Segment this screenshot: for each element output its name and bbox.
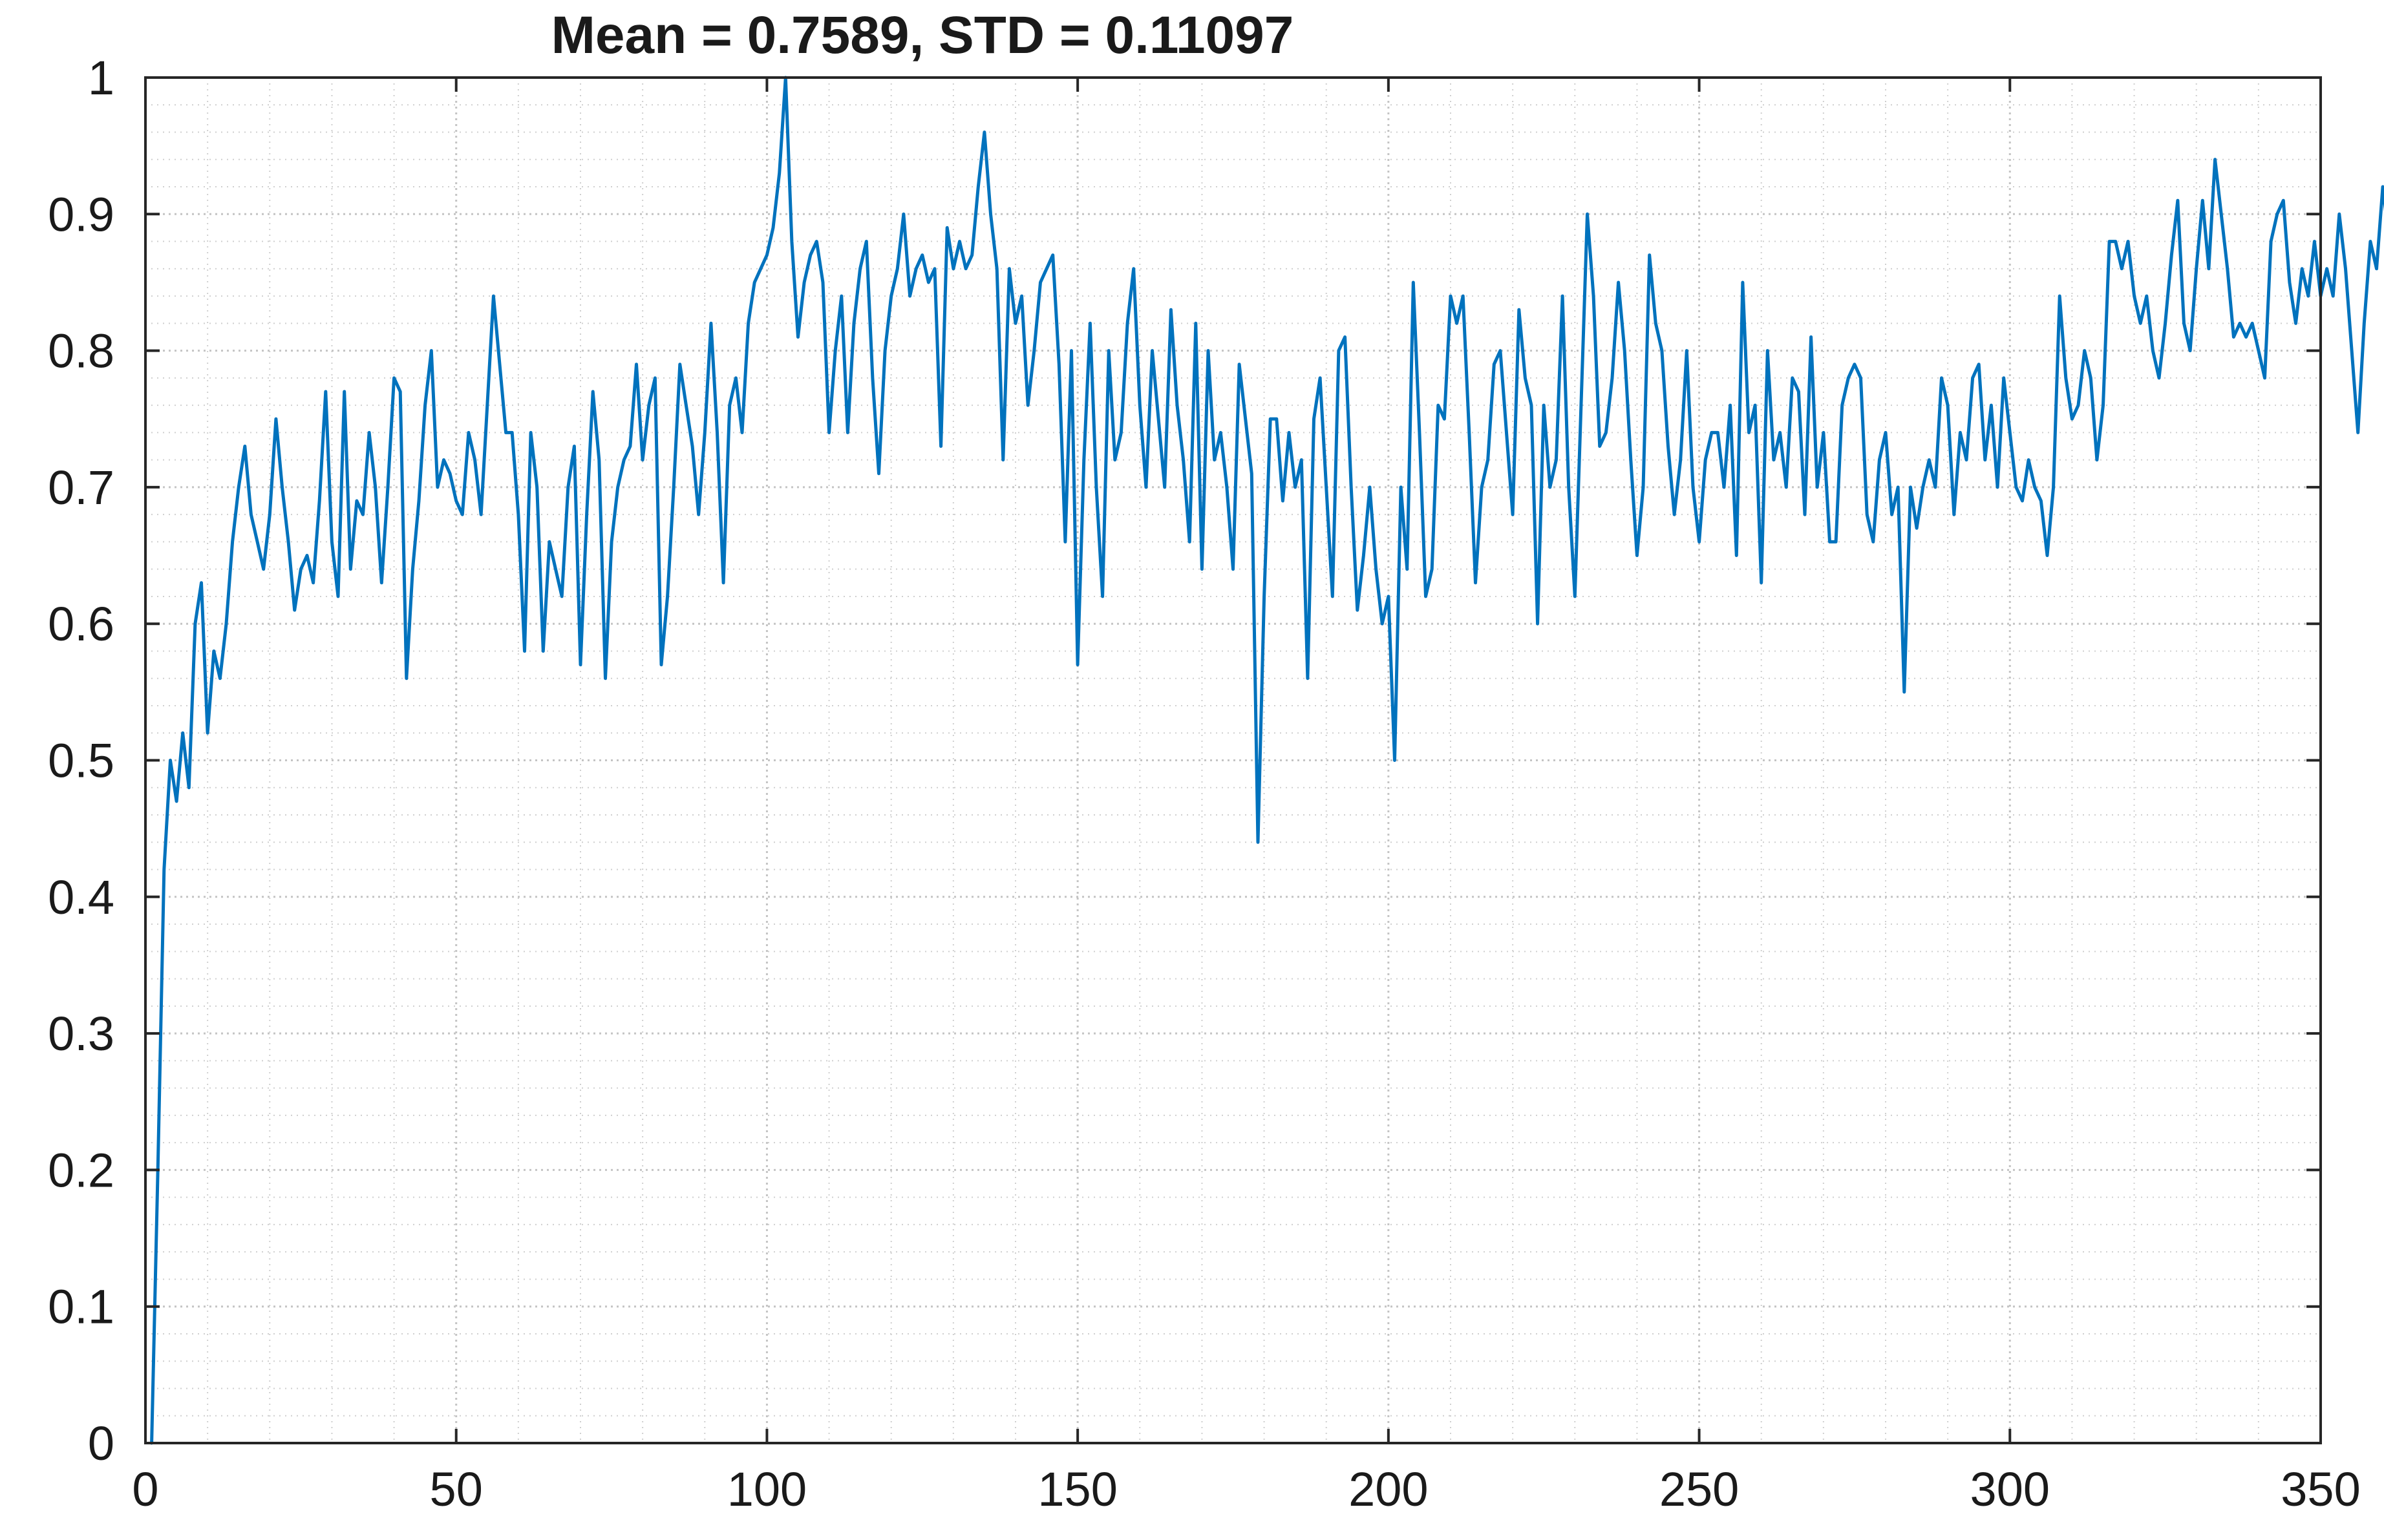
x-tick-label: 150 [1038,1462,1117,1516]
y-tick-label: 0.4 [48,870,114,924]
y-tick-label: 0.8 [48,324,114,378]
x-tick-label: 0 [132,1462,158,1516]
y-tick-label: 0.9 [48,187,114,241]
tick-marks [144,76,2322,1444]
y-tick-label: 0.1 [48,1280,114,1334]
x-tick-label: 100 [727,1462,807,1516]
series-line-1 [150,76,2384,1445]
x-tick-label: 250 [1659,1462,1739,1516]
series-layer [150,76,2384,1445]
x-tick-label: 50 [430,1462,483,1516]
y-tick-label: 0.6 [48,597,114,651]
x-tick-label: 300 [1970,1462,2050,1516]
y-tick-label: 0.3 [48,1007,114,1060]
y-tick-label: 0.2 [48,1143,114,1197]
y-tick-label: 0.7 [48,461,114,514]
x-tick-labels: 0 50 100 150 200 250 300 350 [132,1462,2360,1516]
y-tick-label: 0 [88,1417,114,1470]
chart-title: Mean = 0.7589, STD = 0.11097 [551,6,1294,65]
y-tick-labels: 0 0.1 0.2 0.3 0.4 0.5 0.6 0.7 0.8 0.9 1 [48,51,114,1470]
x-tick-label: 350 [2281,1462,2360,1516]
y-tick-label: 0.5 [48,734,114,788]
y-tick-label: 1 [88,51,114,105]
x-tick-label: 200 [1348,1462,1428,1516]
